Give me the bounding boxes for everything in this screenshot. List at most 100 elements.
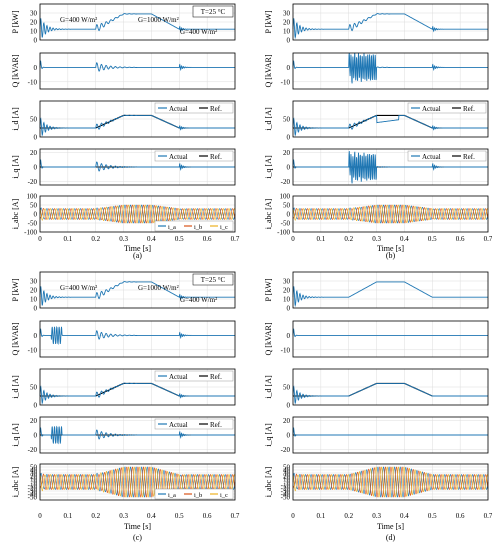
legend-iabc: i_a i_b i_c xyxy=(154,488,234,500)
y-axis-label: Q [kVAR] xyxy=(264,54,273,87)
ia-phase-line xyxy=(39,466,236,498)
y-tick-label: 30 xyxy=(283,470,291,478)
y-tick-label: -100 xyxy=(24,229,37,237)
x-axis-label: Time [s] xyxy=(377,244,404,253)
y-tick-label: 30 xyxy=(30,470,38,478)
legend-label: i_b xyxy=(194,224,202,231)
y-tick-label: 50 xyxy=(30,116,38,124)
ia-phase-line xyxy=(292,466,489,498)
y-tick-label: -10 xyxy=(28,346,38,354)
legend-ref-label: Ref. xyxy=(210,373,222,381)
x-tick-label: 0.1 xyxy=(63,235,72,243)
axes-frame xyxy=(292,195,489,233)
y-tick-label: -20 xyxy=(281,485,291,493)
y-tick-label: 20 xyxy=(283,149,291,157)
ib-phase-line xyxy=(292,466,489,498)
annotations: T=25 °CG=400 W/m² G=1000 W/m²G=400 W/m² xyxy=(60,5,234,36)
y-tick-label: 10 xyxy=(283,476,291,484)
y-tick-label: 40 xyxy=(30,467,38,475)
y-axis-label: i_abc [A] xyxy=(11,198,20,229)
x-tick-label: 0.5 xyxy=(428,235,437,243)
x-tick-label: 0.2 xyxy=(91,512,100,520)
y-tick-label: 0 xyxy=(287,211,291,219)
y-tick-label: -40 xyxy=(281,491,291,499)
x-tick-label: 0.2 xyxy=(91,235,100,243)
axes-iq-c: -20 0 20 i_q [A] Actual Ref. xyxy=(11,416,236,454)
y-tick-label: -10 xyxy=(28,78,38,86)
axes-frame xyxy=(292,52,489,90)
y-tick-label: -20 xyxy=(28,178,38,186)
axes-Q-b: -10 0 Q [kVAR] xyxy=(264,52,489,90)
x-tick-label: 0.4 xyxy=(147,235,156,243)
legend-box xyxy=(154,370,234,382)
irradiance-label: G=1000 W/m² xyxy=(138,284,179,292)
legend: Actual Ref. xyxy=(154,102,234,114)
axes-iq-d: -20 0 20 i_q [A] xyxy=(264,416,489,454)
y-tick-label: 0 xyxy=(287,37,291,45)
axes-frame xyxy=(39,416,236,454)
x-axis-label: Time [s] xyxy=(124,522,151,531)
y-tick-label: 20 xyxy=(283,19,291,27)
y-tick-label: 50 xyxy=(283,202,291,210)
id-actual-line xyxy=(292,382,488,405)
ib-phase-line xyxy=(292,204,489,224)
y-tick-label: -20 xyxy=(281,178,291,186)
y-axis-label: i_d [A] xyxy=(11,107,20,131)
irradiance-label: G=1000 W/m² xyxy=(138,16,179,24)
id-actual-line xyxy=(292,114,488,137)
ia-phase-line xyxy=(39,204,236,224)
legend-actual-label: Actual xyxy=(169,421,188,429)
y-tick-label: 30 xyxy=(283,10,291,18)
y-axis-label: i_abc [A] xyxy=(11,466,20,497)
axes-frame xyxy=(39,368,236,406)
y-tick-label: -50 xyxy=(28,494,38,502)
legend-box xyxy=(154,220,234,232)
P-series-line xyxy=(39,281,235,306)
legend-ref-label: Ref. xyxy=(210,421,222,429)
axes-frame xyxy=(39,320,236,358)
y-tick-label: -30 xyxy=(281,488,291,496)
x-tick-label: 0.7 xyxy=(484,235,492,243)
y-axis-label: i_q [A] xyxy=(264,423,273,447)
legend-ref-label: Ref. xyxy=(210,153,222,161)
y-tick-label: 10 xyxy=(283,28,291,36)
legend: Actual Ref. xyxy=(154,418,234,430)
x-tick-label: 0.1 xyxy=(316,512,325,520)
y-tick-label: 0 xyxy=(287,332,291,340)
axes-id-a: 0 50 i_d [A] Actual Ref. xyxy=(11,100,236,142)
legend-box xyxy=(154,102,234,114)
x-tick-label: 0.4 xyxy=(147,512,156,520)
legend-box xyxy=(154,488,234,500)
y-tick-label: 20 xyxy=(283,287,291,295)
y-tick-label: 20 xyxy=(30,473,38,481)
y-axis-label: P [kW] xyxy=(264,10,273,33)
legend-ref-label: Ref. xyxy=(463,105,475,113)
y-tick-label: 50 xyxy=(30,464,38,472)
id-ref-line xyxy=(40,114,235,129)
id-ref-line xyxy=(40,382,235,397)
axes-frame xyxy=(39,3,236,41)
x-tick-label: 0.6 xyxy=(203,512,212,520)
y-tick-label: 30 xyxy=(30,10,38,18)
y-tick-label: 20 xyxy=(30,19,38,27)
axes-id-d: 0 50 i_d [A] xyxy=(264,368,489,410)
axes-frame xyxy=(39,463,236,501)
panel-letter: (a) xyxy=(133,251,142,260)
y-tick-label: 50 xyxy=(283,384,291,392)
legend-label: i_c xyxy=(220,224,228,231)
y-tick-label: 20 xyxy=(30,149,38,157)
y-tick-label: 20 xyxy=(30,287,38,295)
x-tick-label: 0.7 xyxy=(231,235,240,243)
y-tick-label: 50 xyxy=(283,464,291,472)
legend-actual-label: Actual xyxy=(422,105,441,113)
axes-id-b: 0 50 i_d [A] Actual Ref. xyxy=(264,100,489,142)
y-tick-label: 0 xyxy=(34,432,38,440)
y-axis-label: i_q [A] xyxy=(11,155,20,179)
y-tick-label: -50 xyxy=(28,220,38,228)
irradiance-label: G=400 W/m² xyxy=(60,16,97,24)
